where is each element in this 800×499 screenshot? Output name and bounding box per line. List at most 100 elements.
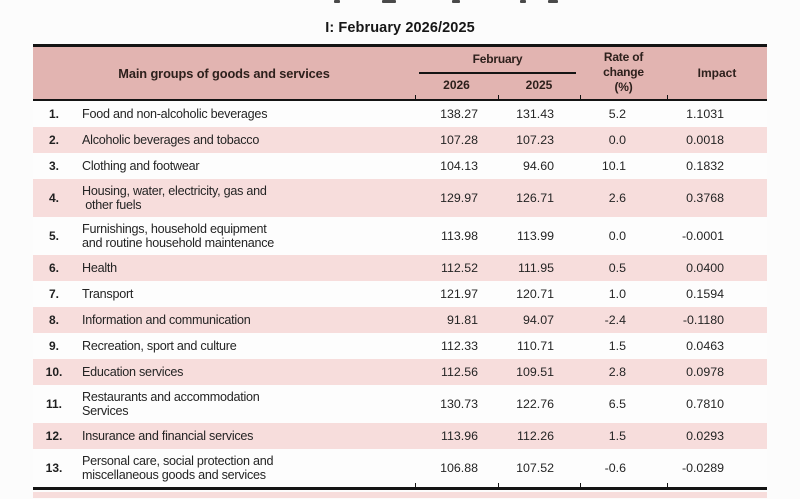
clipped-text-remnant bbox=[0, 0, 800, 4]
header-main-groups: Main groups of goods and services bbox=[118, 65, 330, 81]
index-2025: 131.43 bbox=[516, 107, 554, 121]
impact-value: 0.0463 bbox=[686, 339, 724, 353]
index-2025: 94.60 bbox=[522, 159, 554, 173]
february-group-underline bbox=[419, 72, 576, 74]
rate-of-change: 1.5 bbox=[608, 429, 626, 443]
rate-of-change: 0.5 bbox=[608, 261, 626, 275]
index-2025: 122.76 bbox=[516, 397, 554, 411]
row-number: 1. bbox=[48, 107, 59, 121]
row-number: 2. bbox=[48, 133, 59, 147]
index-2026: 104.13 bbox=[440, 159, 478, 173]
index-2025: 111.95 bbox=[517, 261, 554, 275]
rate-of-change: 2.6 bbox=[608, 191, 626, 205]
impact-value: -0.1180 bbox=[682, 313, 724, 327]
rate-of-change: 0.0 bbox=[608, 133, 626, 147]
index-2026: 106.88 bbox=[440, 461, 478, 475]
group-name: Personal care, social protection and misc… bbox=[82, 454, 274, 482]
table-bottom-border bbox=[33, 483, 767, 490]
impact-value: 0.1594 bbox=[686, 287, 724, 301]
table-row: 3. Clothing and footwear 104.13 94.60 10.1 0.… bbox=[33, 153, 767, 179]
group-name: Insurance and financial services bbox=[82, 429, 254, 443]
rate-of-change: 1.5 bbox=[608, 339, 626, 353]
group-name: Clothing and footwear bbox=[82, 159, 200, 173]
header-rate-of-change: Rate of change (%) bbox=[603, 50, 644, 94]
cpi-table: Main groups of goods and services Februa… bbox=[33, 44, 767, 498]
table-row: 6. Health 112.52 111.95 0.5 0.0400 bbox=[33, 255, 767, 281]
table-row: 10. Education services 112.56 109.51 2.8 0.09… bbox=[33, 359, 767, 385]
row-number: 7. bbox=[48, 287, 59, 301]
group-name: Alcoholic beverages and tobacco bbox=[82, 133, 260, 147]
table-row: 11. Restaurants and accommodation Services… bbox=[33, 385, 767, 423]
table-row: 13. Personal care, social protection and m… bbox=[33, 449, 767, 487]
row-number: 11. bbox=[45, 397, 63, 411]
group-name: Transport bbox=[82, 287, 134, 301]
row-number: 12. bbox=[45, 429, 63, 443]
row-number: 9. bbox=[48, 339, 59, 353]
header-separator-line bbox=[33, 95, 767, 101]
header-year-2026: 2026 bbox=[443, 78, 470, 92]
index-2026: 129.97 bbox=[440, 191, 478, 205]
rate-of-change: 6.5 bbox=[608, 397, 626, 411]
group-name: Information and communication bbox=[82, 313, 251, 327]
rate-of-change: 0.0 bbox=[608, 229, 626, 243]
group-name: Housing, water, electricity, gas and oth… bbox=[82, 184, 267, 212]
row-number: 6. bbox=[48, 261, 59, 275]
index-2025: 94.07 bbox=[522, 313, 554, 327]
row-number: 5. bbox=[48, 229, 59, 243]
row-number: 13. bbox=[45, 461, 63, 475]
table-body: 1. Food and non-alcoholic beverages 138.27… bbox=[33, 101, 767, 487]
group-name: Food and non-alcoholic beverages bbox=[82, 107, 268, 121]
impact-value: 0.0018 bbox=[686, 133, 724, 147]
rate-of-change: 10.1 bbox=[601, 159, 626, 173]
row-number: 8. bbox=[48, 313, 59, 327]
index-2025: 107.23 bbox=[516, 133, 554, 147]
index-2026: 112.56 bbox=[441, 365, 478, 379]
index-2025: 126.71 bbox=[516, 191, 554, 205]
next-row-clipped bbox=[33, 492, 767, 498]
row-number: 3. bbox=[48, 159, 59, 173]
impact-value: 1.1031 bbox=[686, 107, 724, 121]
table-row: 2. Alcoholic beverages and tobacco 107.28 1… bbox=[33, 127, 767, 153]
table-row: 12. Insurance and financial services 113.9… bbox=[33, 423, 767, 449]
table-header: Main groups of goods and services Februa… bbox=[33, 47, 767, 99]
index-2026: 112.52 bbox=[441, 261, 478, 275]
index-2025: 120.71 bbox=[516, 287, 554, 301]
index-2026: 113.98 bbox=[441, 229, 478, 243]
header-impact: Impact bbox=[697, 66, 737, 80]
impact-value: 0.0293 bbox=[686, 429, 724, 443]
index-2025: 110.71 bbox=[517, 339, 554, 353]
table-row: 4. Housing, water, electricity, gas and o… bbox=[33, 179, 767, 217]
table-row: 8. Information and communication 91.81 94.0… bbox=[33, 307, 767, 333]
index-2025: 107.52 bbox=[516, 461, 554, 475]
row-number: 10. bbox=[45, 365, 63, 379]
table-row: 7. Transport 121.97 120.71 1.0 0.1594 bbox=[33, 281, 767, 307]
index-2026: 113.96 bbox=[441, 429, 478, 443]
group-name: Furnishings, household equipment and rout… bbox=[82, 222, 275, 250]
table-row: 5. Furnishings, household equipment and ro… bbox=[33, 217, 767, 255]
index-2026: 112.33 bbox=[441, 339, 478, 353]
index-2026: 91.81 bbox=[446, 313, 478, 327]
rate-of-change: -2.4 bbox=[604, 313, 626, 327]
index-2026: 138.27 bbox=[440, 107, 478, 121]
rate-of-change: 5.2 bbox=[608, 107, 626, 121]
impact-value: 0.0400 bbox=[686, 261, 724, 275]
impact-value: 0.1832 bbox=[686, 159, 724, 173]
impact-value: 0.7810 bbox=[686, 397, 724, 411]
header-year-2025: 2025 bbox=[525, 78, 553, 92]
index-2025: 113.99 bbox=[517, 229, 554, 243]
impact-value: -0.0001 bbox=[681, 229, 724, 243]
index-2025: 112.26 bbox=[517, 429, 554, 443]
table-row: 1. Food and non-alcoholic beverages 138.27… bbox=[33, 101, 767, 127]
rate-of-change: 2.8 bbox=[608, 365, 626, 379]
index-2026: 107.28 bbox=[440, 133, 478, 147]
header-years: 2026 2025 bbox=[415, 78, 580, 92]
table-row: 9. Recreation, sport and culture 112.33 110… bbox=[33, 333, 767, 359]
row-number: 4. bbox=[48, 191, 59, 205]
impact-value: -0.0289 bbox=[681, 461, 724, 475]
rate-of-change: 1.0 bbox=[608, 287, 626, 301]
table-title: I: February 2026/2025 bbox=[325, 20, 475, 36]
group-name: Restaurants and accommodation Services bbox=[82, 390, 260, 418]
group-name: Recreation, sport and culture bbox=[82, 339, 237, 353]
group-name: Education services bbox=[82, 365, 184, 379]
